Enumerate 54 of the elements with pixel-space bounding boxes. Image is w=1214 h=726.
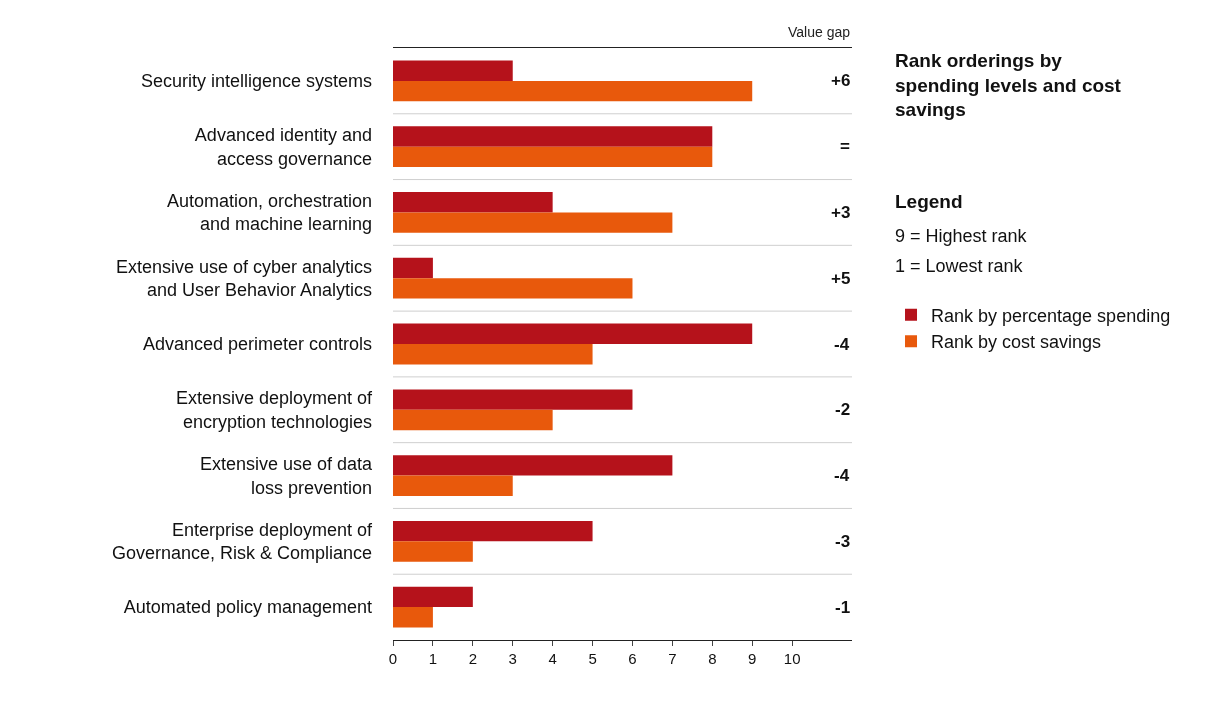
bar bbox=[393, 344, 593, 365]
y-tick-label: Extensive use of cyber analytics and User Behavior Analytics bbox=[115, 256, 372, 301]
x-tick-label: 6 bbox=[628, 650, 637, 667]
bar bbox=[393, 475, 513, 496]
y-tick-label: Advanced identity and access governance bbox=[194, 125, 372, 169]
y-tick-label: Automation, orchestration and machine learning bbox=[166, 191, 372, 235]
bar bbox=[393, 80, 753, 102]
y-tick-label: Advanced perimeter controls bbox=[142, 334, 372, 355]
x-tick-label: 3 bbox=[508, 650, 517, 667]
annotation: +3 bbox=[831, 203, 851, 222]
legend-label: Rank by cost savings bbox=[931, 332, 1102, 353]
bar bbox=[393, 60, 513, 81]
bar bbox=[393, 586, 473, 608]
x-tick-label: 10 bbox=[783, 650, 801, 667]
annotation: -2 bbox=[835, 400, 851, 419]
annotation: -4 bbox=[834, 466, 850, 485]
x-tick-label: 7 bbox=[668, 650, 677, 667]
text: Value gap bbox=[788, 24, 851, 40]
bar bbox=[393, 455, 673, 476]
y-tick-label: Security intelligence systems bbox=[140, 71, 372, 92]
bar bbox=[393, 323, 753, 344]
legend-title: Rank orderings by spending levels and cost savings bbox=[895, 50, 1122, 121]
x-tick-label: 1 bbox=[428, 650, 438, 667]
x-tick-label: 2 bbox=[468, 650, 477, 667]
text: 1 = Lowest rank bbox=[895, 256, 1024, 276]
bar bbox=[393, 389, 633, 410]
y-tick-label: Automated policy management bbox=[123, 597, 372, 618]
y-tick-label: Enterprise deployment of Governance, Risk & Compliance bbox=[111, 519, 373, 564]
annotation: -1 bbox=[835, 598, 851, 617]
bar bbox=[393, 146, 713, 168]
annotation: +5 bbox=[831, 269, 851, 288]
legend-label: Rank by percentage spending bbox=[931, 305, 1171, 326]
text: 9 = Highest rank bbox=[895, 226, 1028, 246]
bar bbox=[393, 257, 433, 279]
bar bbox=[393, 212, 673, 233]
annotation: -3 bbox=[835, 532, 851, 551]
bar bbox=[393, 520, 593, 542]
bar bbox=[393, 541, 473, 562]
bar bbox=[393, 126, 713, 147]
bar bbox=[393, 607, 433, 628]
annotation: = bbox=[840, 137, 850, 156]
bar bbox=[393, 192, 553, 213]
bar bbox=[393, 409, 553, 431]
x-tick-label: 4 bbox=[548, 650, 557, 667]
x-tick-label: 8 bbox=[708, 650, 717, 667]
annotation: -4 bbox=[834, 335, 850, 354]
x-tick-label: 0 bbox=[388, 650, 398, 667]
x-tick-label: 5 bbox=[588, 650, 597, 667]
y-tick-label: Extensive deployment of encryption technologies bbox=[175, 388, 373, 432]
y-tick-label: Extensive use of data loss prevention bbox=[199, 454, 373, 498]
annotation: +6 bbox=[831, 71, 851, 90]
bar bbox=[393, 278, 633, 299]
text: Legend bbox=[895, 191, 963, 212]
x-tick-label: 9 bbox=[748, 650, 757, 667]
